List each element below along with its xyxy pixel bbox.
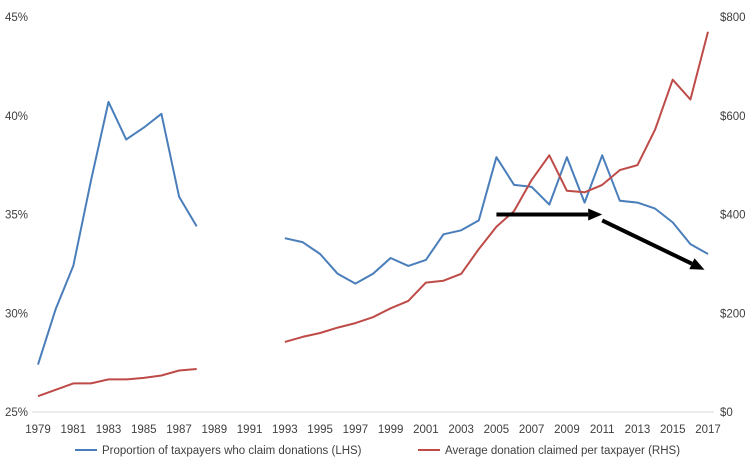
annotations (496, 208, 705, 270)
left-tick-label: 35% (5, 210, 28, 222)
legend-label-average-donation: Average donation claimed per taxpayer (R… (445, 445, 680, 457)
x-tick-label: 2015 (660, 424, 686, 436)
series-line-average-donation-segment-2 (284, 31, 709, 343)
x-tick-label: 1979 (25, 424, 51, 436)
x-tick-label: 1985 (131, 424, 157, 436)
legend: Proportion of taxpayers who claim donati… (75, 445, 680, 457)
right-tick-label: $400 (720, 210, 746, 222)
x-tick-label: 2001 (413, 424, 439, 436)
x-tick-label: 2007 (519, 424, 545, 436)
left-axis-ticks: 25% 30% 35% 40% 45% (5, 12, 28, 419)
x-tick-label: 2013 (625, 424, 651, 436)
right-tick-label: $600 (720, 111, 746, 123)
legend-label-proportion: Proportion of taxpayers who claim donati… (102, 445, 362, 457)
x-tick-label: 2017 (695, 424, 721, 436)
series-lines (37, 31, 709, 398)
x-tick-label: 1981 (60, 424, 86, 436)
x-tick-label: 2003 (448, 424, 474, 436)
annotation-arrow-head (689, 258, 705, 270)
x-axis-ticks: 1979 1981 1983 1985 1987 1989 1991 1993 1995 1997… (25, 424, 721, 436)
series-line-average-donation-segment-1 (37, 368, 197, 398)
right-tick-label: $200 (720, 308, 746, 320)
left-tick-label: 45% (5, 12, 28, 24)
series-line-proportion-segment-1 (37, 100, 198, 365)
x-tick-label: 1999 (378, 424, 404, 436)
annotation-arrow-head (588, 208, 603, 221)
annotation-arrow-shaft (601, 218, 693, 266)
series-line-proportion-segment-2 (284, 154, 709, 285)
left-tick-label: 30% (5, 308, 28, 320)
x-tick-label: 1987 (166, 424, 192, 436)
x-tick-label: 1997 (343, 424, 369, 436)
x-tick-label: 2009 (554, 424, 580, 436)
left-tick-label: 25% (5, 407, 28, 419)
x-tick-label: 1993 (272, 424, 298, 436)
x-tick-label: 2005 (484, 424, 510, 436)
x-tick-label: 1995 (307, 424, 333, 436)
right-axis-ticks: $0 $200 $400 $600 $800 (720, 12, 746, 419)
right-tick-label: $800 (720, 12, 746, 24)
x-tick-label: 2011 (590, 424, 615, 436)
x-tick-label: 1989 (202, 424, 228, 436)
left-tick-label: 40% (5, 111, 28, 123)
x-tick-label: 1991 (237, 424, 263, 436)
x-tick-label: 1983 (96, 424, 122, 436)
right-tick-label: $0 (720, 407, 733, 419)
